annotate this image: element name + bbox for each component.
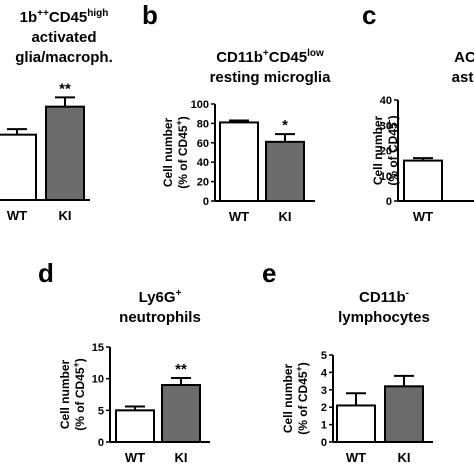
y-axis-label-2: (% of CD45-) <box>384 115 400 185</box>
category-label: WT <box>7 208 27 223</box>
y-tick-label: 0 <box>321 437 327 449</box>
panel-letter: b <box>142 0 158 30</box>
y-axis-label-2: (% of CD45+) <box>71 358 87 431</box>
y-tick-label: 80 <box>197 118 209 130</box>
y-axis-label: Cell number <box>161 118 175 188</box>
y-tick-label: 3 <box>321 385 327 397</box>
y-tick-label: 5 <box>98 405 104 417</box>
bar-wt <box>0 133 37 202</box>
panel-subtitle: activated <box>31 29 96 46</box>
y-tick-label: 10 <box>92 374 104 386</box>
panel-title: ACS <box>454 49 474 66</box>
y-tick-label: 10 <box>380 171 392 183</box>
y-axis-label: Cell number <box>281 364 295 434</box>
y-axis-label: Cell number <box>58 360 72 430</box>
panel-subtitle-2: glia/macroph. <box>15 49 113 66</box>
y-tick-label: 5 <box>321 350 327 362</box>
bar-wt <box>219 121 259 202</box>
panel-subtitle: astro <box>452 69 474 86</box>
y-tick-label: 30 <box>380 120 392 132</box>
category-label: KI <box>398 450 411 465</box>
panel-letter: d <box>38 258 54 288</box>
category-label: WT <box>125 450 145 465</box>
panel-a: 1b++CD45high activated glia/macroph. WT KI ** <box>0 8 113 223</box>
y-axis-label: Cell number <box>371 116 385 186</box>
bar-wt <box>115 409 155 444</box>
bar-ki <box>384 385 424 444</box>
panel-letter: c <box>362 0 376 30</box>
panel-subtitle: lymphocytes <box>338 309 430 326</box>
bar-ki <box>45 105 85 201</box>
category-label: WT <box>229 209 249 224</box>
y-tick-label: 15 <box>92 342 104 354</box>
bar-ki <box>161 384 201 443</box>
y-tick-label: 100 <box>191 99 209 111</box>
category-label: WT <box>413 209 433 224</box>
panel-letter: e <box>262 258 276 288</box>
significance-marker: * <box>282 117 288 134</box>
y-tick-label: 40 <box>380 95 392 107</box>
y-axis-label-2: (% of CD45+) <box>174 116 190 189</box>
y-tick-label: 0 <box>386 196 392 208</box>
category-label: KI <box>279 209 292 224</box>
panel-title: CD11b- <box>359 288 409 306</box>
panel-b: b CD11b+CD45low resting microglia 0 20 40 60 80… <box>142 0 331 224</box>
bar-ki <box>265 140 305 202</box>
panel-d: d Ly6G+ neutrophils 0 5 10 15 Cell number (% of … <box>38 258 210 465</box>
category-label: WT <box>346 450 366 465</box>
panel-c: c ACS astro 0 10 20 30 40 Cell number(% of CD45-… <box>362 0 474 224</box>
significance-marker: ** <box>175 361 187 378</box>
bar-wt <box>336 404 376 443</box>
panel-e: e CD11b-lymphocytes 0 1 2 3 4 5 Cell number (% of… <box>262 258 433 465</box>
y-tick-label: 4 <box>321 367 328 379</box>
category-label: KI <box>59 208 72 223</box>
y-tick-label: 20 <box>380 146 392 158</box>
bar-wt <box>403 159 443 203</box>
panel-title: 1b++CD45high <box>20 8 109 26</box>
panel-subtitle: neutrophils <box>119 309 201 326</box>
y-tick-label: 0 <box>203 196 209 208</box>
y-tick-label: 2 <box>321 402 327 414</box>
y-tick-label: 20 <box>197 177 209 189</box>
category-label: KI <box>175 450 188 465</box>
y-tick-label: 0 <box>98 437 104 449</box>
y-tick-label: 1 <box>321 420 327 432</box>
significance-marker: ** <box>59 80 71 97</box>
y-axis-label-2: (% of CD45+) <box>294 362 310 435</box>
panel-subtitle: resting microglia <box>210 69 332 86</box>
panel-title: Ly6G+ <box>139 288 182 306</box>
panel-title: CD11b+CD45low <box>216 48 324 66</box>
y-tick-label: 60 <box>197 138 209 150</box>
y-tick-label: 40 <box>197 157 209 169</box>
